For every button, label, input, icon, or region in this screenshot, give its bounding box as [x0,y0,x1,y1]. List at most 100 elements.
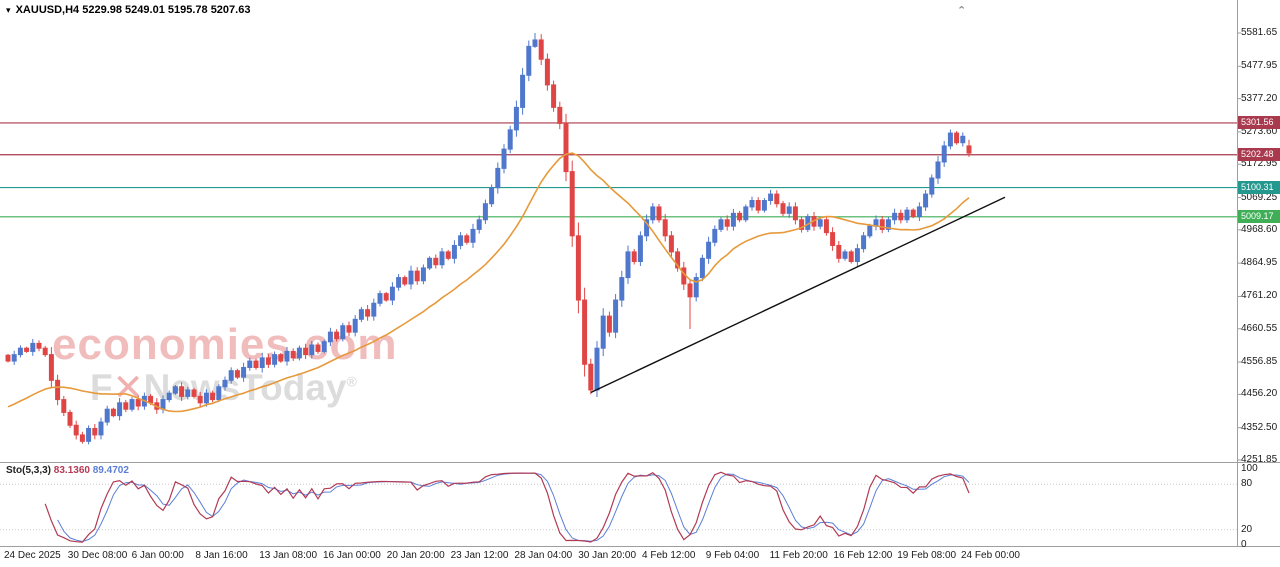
candle-body [203,392,209,404]
price-axis-label[interactable]: 4968.60 [1241,223,1278,235]
candle-body [439,251,445,266]
candle-body [210,392,216,401]
candle-body [532,39,538,47]
candle-body [129,399,135,410]
candle-body [631,251,637,263]
price-tag[interactable]: 5009.17 [1238,210,1280,224]
candle-body [327,331,333,343]
time-axis-label[interactable]: 8 Jan 16:00 [195,550,248,561]
candle-body [414,270,420,282]
time-axis-label[interactable]: 28 Jan 04:00 [514,550,573,561]
candle-body [5,354,11,362]
candle-body [923,193,929,208]
time-axis-label[interactable]: 16 Feb 12:00 [833,550,893,561]
candle-body [774,193,780,205]
price-axis-label[interactable]: 5069.25 [1241,191,1278,203]
time-axis-label[interactable]: 13 Jan 08:00 [259,550,318,561]
candle-body [179,386,185,397]
candle-body [482,203,488,221]
candle-body [420,267,426,282]
candle-body [730,212,736,227]
time-axis-label[interactable]: 20 Jan 20:00 [386,550,445,561]
candle-body [247,360,253,368]
candle-body [234,370,240,378]
price-axis-label[interactable]: 4251.85 [1241,454,1278,465]
candle-body [724,219,730,227]
candle-body [321,341,327,352]
candle-body [966,145,972,154]
candle-body [309,344,315,356]
candle-body [743,206,749,221]
time-axis-label[interactable]: 19 Feb 08:00 [897,550,957,561]
price-axis-label[interactable]: 5377.20 [1241,92,1278,104]
time-axis-label[interactable]: 30 Dec 08:00 [67,550,128,561]
candle-body [563,122,569,173]
candle-body [98,421,104,436]
price-axis-label[interactable]: 5273.60 [1241,125,1278,137]
candle-body [520,74,526,108]
candle-body [470,228,476,243]
price-tag[interactable]: 5202.48 [1238,148,1280,162]
price-axis-label[interactable]: 4660.55 [1241,322,1278,334]
price-axis-label[interactable]: 5172.95 [1241,158,1278,170]
time-axis-label[interactable]: 11 Feb 20:00 [769,550,828,561]
time-axis-label[interactable]: 24 Dec 2025 [4,550,61,561]
price-tag[interactable]: 5100.31 [1238,181,1280,195]
price-axis-label[interactable]: 4761.20 [1241,290,1278,302]
candle-body [185,389,191,397]
candle-body [135,399,141,407]
price-axis-label[interactable]: 4456.20 [1241,388,1278,400]
candle-body [650,206,656,221]
time-axis-label[interactable]: 16 Jan 00:00 [323,550,381,561]
candle-body [960,135,966,144]
candle-body [284,350,290,362]
candle-body [272,354,278,365]
candle-body [668,235,674,253]
candle-body [451,244,457,259]
candle-body [476,219,482,230]
moving-average-line[interactable] [7,152,970,413]
symbol-name: XAUUSD,H4 [15,4,80,16]
price-axis-label[interactable]: 4352.50 [1241,421,1278,433]
time-axis-label[interactable]: 4 Feb 12:00 [642,550,696,561]
price-axis-label[interactable]: 5581.65 [1241,27,1278,38]
sto-axis-label: 100 [1241,463,1258,474]
stochastic-indicator-label: Sto(5,3,3) 83.1360 89.4702 [6,465,129,476]
candle-body [780,203,786,214]
time-axis-label[interactable]: 23 Jan 12:00 [450,550,509,561]
candle-body [402,277,408,285]
candle-body [836,244,842,259]
candle-body [228,370,234,381]
sto-axis-label: 80 [1241,478,1253,490]
candle-body [588,363,594,391]
price-axis-label[interactable]: 5477.95 [1241,60,1278,72]
candle-body [551,84,557,108]
candle-body [557,106,563,124]
price-axis-label[interactable]: 4556.85 [1241,356,1278,368]
candle-body [799,219,805,230]
scroll-to-end-icon[interactable]: ⌃ [957,5,967,17]
candle-body [898,212,904,221]
candle-body [408,270,414,285]
candle-body [786,206,792,214]
time-axis-label[interactable]: 9 Feb 04:00 [705,550,760,561]
candle-body [110,408,116,417]
ascending-trendline[interactable] [590,196,1006,394]
candle-body [501,148,507,169]
candle-body [358,309,364,320]
time-axis-label[interactable]: 24 Feb 00:00 [961,550,1020,561]
candle-body [458,235,464,246]
candle-body [241,366,247,378]
candle-body [371,302,377,317]
candle-body [315,344,321,352]
candle-body [941,145,947,163]
candle-body [290,350,296,359]
price-tag[interactable]: 5301.56 [1238,116,1280,130]
price-axis-label[interactable]: 4864.95 [1241,257,1278,269]
candle-body [606,315,612,333]
symbol-dropdown-icon[interactable]: ▾ [6,5,11,15]
time-axis-label[interactable]: 6 Jan 00:00 [131,550,184,561]
time-axis-label[interactable]: 30 Jan 20:00 [578,550,637,561]
